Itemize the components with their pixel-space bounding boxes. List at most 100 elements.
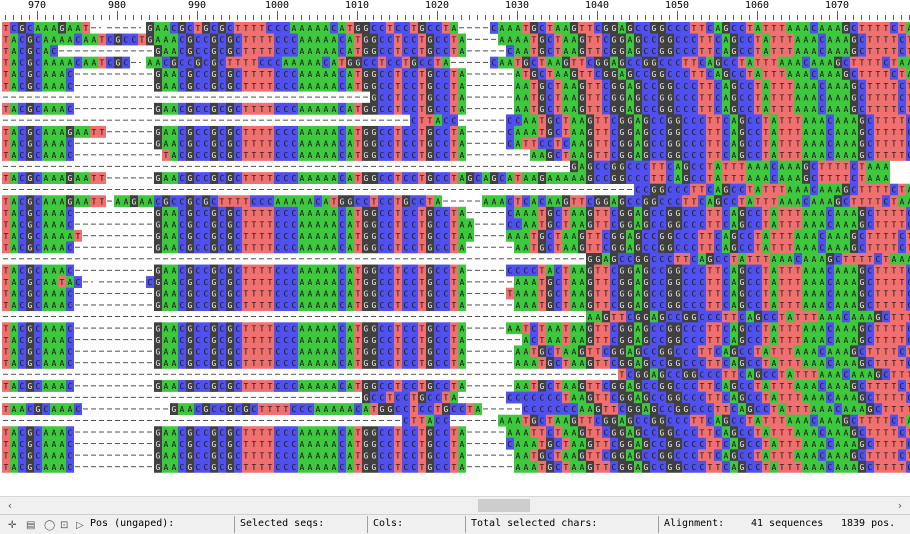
base-letter: T [716,290,721,299]
base-letter: T [404,59,409,68]
base-cell [730,149,738,161]
base-letter: T [868,59,873,68]
base-letter: T [708,116,713,125]
base-cell [74,56,82,69]
base-letter: T [892,47,897,56]
base-cell [346,172,354,184]
base-letter: C [652,267,657,276]
base-cell [570,91,578,104]
base-cell [170,45,178,57]
base-letter: G [660,36,665,45]
base-letter: C [724,151,729,160]
base-letter: T [780,243,785,252]
base-cell [618,68,626,81]
ruler-label: 1000 [265,0,290,11]
base-letter: C [204,47,209,56]
base-letter: A [812,197,817,206]
base-cell [514,218,522,231]
base-cell [218,102,226,115]
base-letter: G [668,278,673,287]
base-cell [34,22,42,34]
base-letter: A [572,278,577,287]
base-letter: G [188,82,193,91]
base-cell [242,125,250,138]
base-letter: G [468,174,473,183]
base-letter: G [852,93,857,102]
base-letter: C [820,93,825,102]
base-letter: G [660,243,665,252]
base-cell [170,102,178,115]
base-letter: A [52,197,57,206]
base-letter: G [660,70,665,79]
base-cell [290,137,298,150]
base-letter: C [716,36,721,45]
base-letter: G [540,36,545,45]
base-cell [458,45,466,57]
ruler-tick [405,15,406,20]
base-cell [842,160,850,173]
base-letter: C [668,197,673,206]
base-letter: C [612,278,617,287]
base-cell [386,102,394,115]
base-letter: A [164,36,169,45]
base-letter: C [220,36,225,45]
base-letter: G [364,24,369,33]
base-cell [426,195,434,208]
base-cell [682,160,690,173]
base-letter: A [844,232,849,241]
base-letter: A [308,278,313,287]
base-letter: C [20,209,25,218]
base-cell [434,125,442,138]
base-letter: T [452,70,457,79]
base-letter: G [644,59,649,68]
base-letter: C [20,278,25,287]
base-cell [266,68,274,81]
base-cell [850,160,858,173]
base-cell [570,45,578,57]
base-cell [682,206,690,219]
base-cell [690,79,698,92]
base-letter: T [820,174,825,183]
base-letter: C [692,243,697,252]
base-cell [626,91,634,104]
base-letter: A [308,151,313,160]
base-cell [58,56,66,69]
base-cell [810,114,818,127]
base-cell [850,183,858,196]
base-letter: C [740,232,745,241]
ruler-tick [237,15,238,20]
base-letter: A [164,267,169,276]
base-cell [426,137,434,150]
base-letter: A [324,232,329,241]
base-letter: C [612,151,617,160]
base-letter: T [532,243,537,252]
base-cell [394,33,402,46]
base-letter: A [92,36,97,45]
